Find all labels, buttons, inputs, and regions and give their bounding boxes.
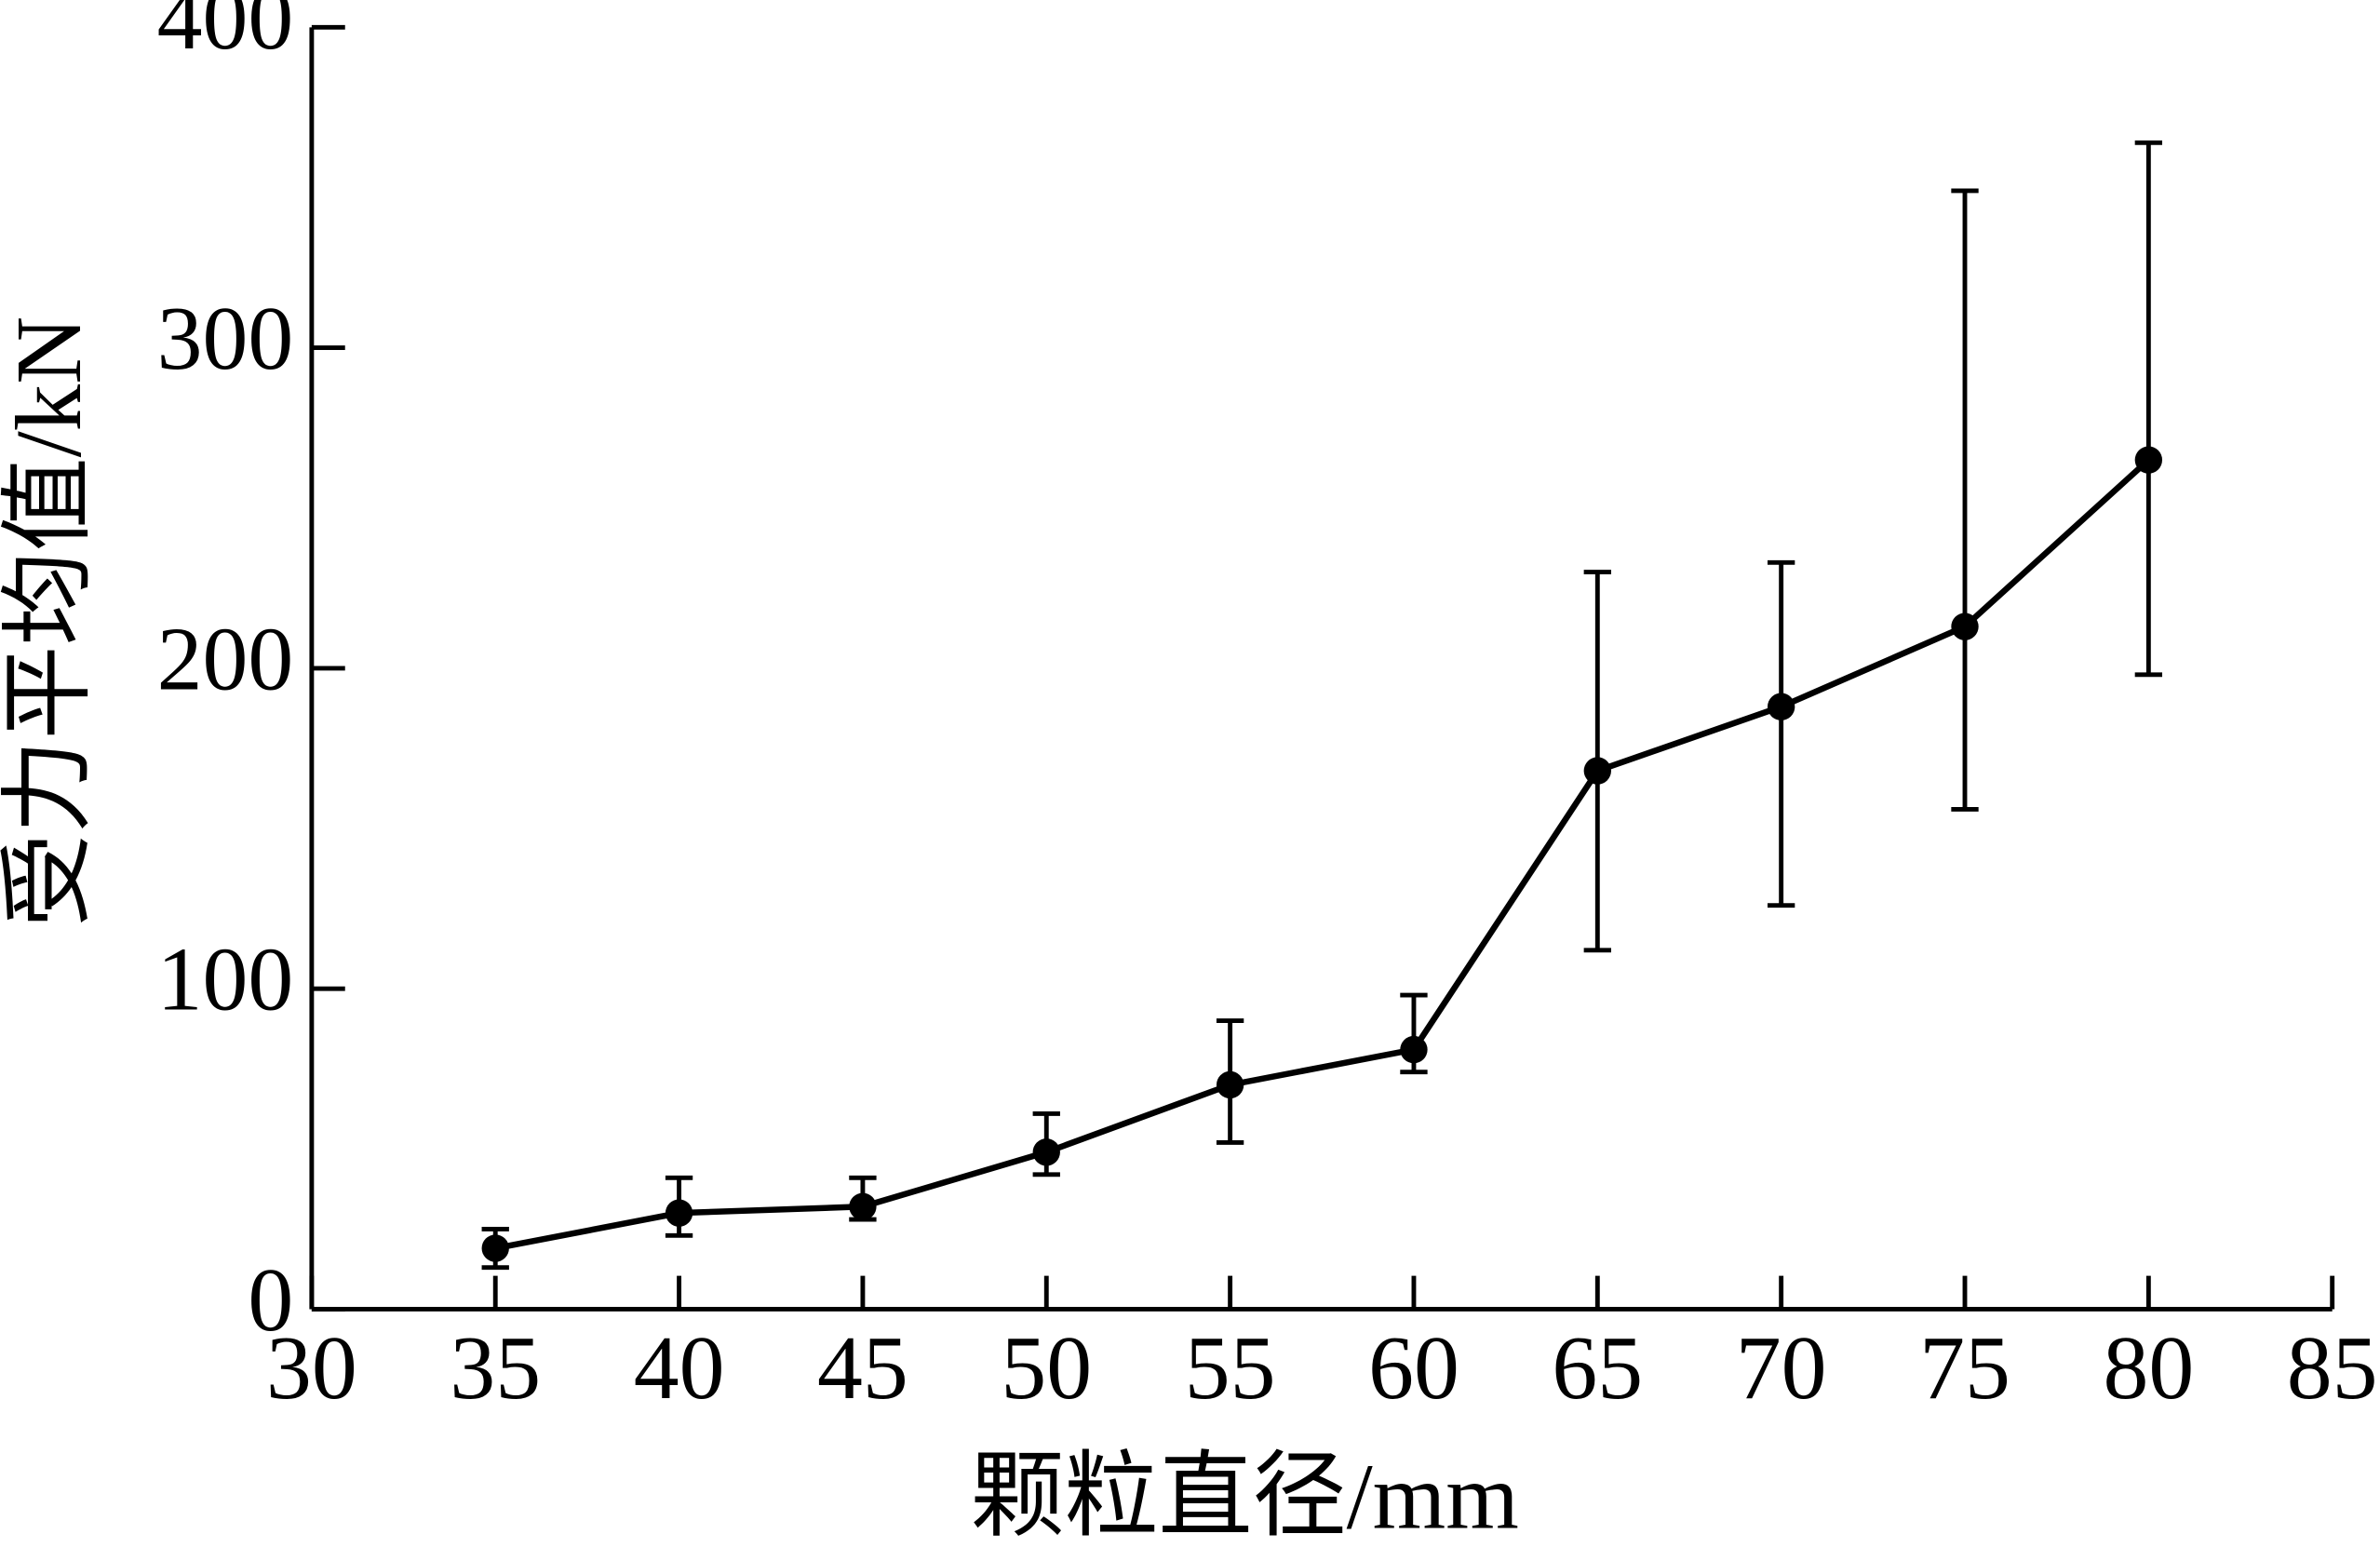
error-bar [1767, 559, 1795, 908]
y-tick-label: 400 [157, 0, 294, 69]
data-point [1767, 693, 1795, 720]
data-point [1583, 757, 1611, 785]
x-tick-label: 75 [1919, 1318, 2010, 1419]
data-line [494, 457, 2151, 1252]
x-tick-label: 60 [1368, 1318, 1459, 1419]
y-tick-label: 200 [157, 609, 294, 709]
x-tick-label: 85 [2287, 1318, 2378, 1419]
y-tick-label: 300 [157, 289, 294, 389]
data-point [481, 1234, 509, 1262]
x-tick-label: 45 [817, 1318, 908, 1419]
x-tick-label: 35 [450, 1318, 541, 1419]
error-bar [1951, 188, 1979, 812]
data-point [1032, 1138, 1060, 1166]
x-axis-title: 颗粒直径/mm [970, 1445, 1518, 1549]
x-tick-label: 50 [1001, 1318, 1092, 1419]
data-point [665, 1199, 693, 1227]
x-tick-label: 65 [1552, 1318, 1643, 1419]
data-point [849, 1192, 877, 1220]
x-tick-label: 55 [1185, 1318, 1276, 1419]
x-tick-label: 40 [634, 1318, 725, 1419]
y-axis-title: 受力平均值/kN [0, 316, 101, 928]
data-point [1400, 1035, 1428, 1064]
x-tick-label: 30 [266, 1318, 357, 1419]
data-point [1951, 612, 1979, 640]
data-point [1216, 1070, 1244, 1099]
data-point [2134, 446, 2163, 474]
y-tick-label: 100 [157, 930, 294, 1030]
x-tick-label: 80 [2103, 1318, 2194, 1419]
y-tick-label: 0 [248, 1250, 293, 1351]
x-tick-label: 70 [1736, 1318, 1827, 1419]
error-bar [2134, 140, 2163, 678]
